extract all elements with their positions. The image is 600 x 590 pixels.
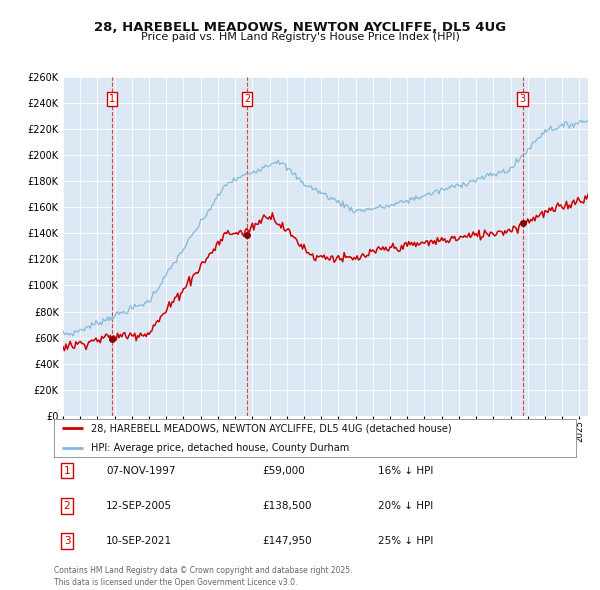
Text: £59,000: £59,000 bbox=[263, 466, 305, 476]
Text: 28, HAREBELL MEADOWS, NEWTON AYCLIFFE, DL5 4UG: 28, HAREBELL MEADOWS, NEWTON AYCLIFFE, D… bbox=[94, 21, 506, 34]
Text: 10-SEP-2021: 10-SEP-2021 bbox=[106, 536, 172, 546]
Text: 3: 3 bbox=[64, 536, 70, 546]
Text: 25% ↓ HPI: 25% ↓ HPI bbox=[377, 536, 433, 546]
Text: 28, HAREBELL MEADOWS, NEWTON AYCLIFFE, DL5 4UG (detached house): 28, HAREBELL MEADOWS, NEWTON AYCLIFFE, D… bbox=[91, 424, 451, 434]
Text: HPI: Average price, detached house, County Durham: HPI: Average price, detached house, Coun… bbox=[91, 442, 349, 453]
Text: 16% ↓ HPI: 16% ↓ HPI bbox=[377, 466, 433, 476]
Text: Contains HM Land Registry data © Crown copyright and database right 2025.
This d: Contains HM Land Registry data © Crown c… bbox=[54, 566, 353, 587]
Text: 2: 2 bbox=[64, 501, 70, 511]
Text: 1: 1 bbox=[109, 94, 115, 104]
Text: 1: 1 bbox=[64, 466, 70, 476]
Text: 07-NOV-1997: 07-NOV-1997 bbox=[106, 466, 176, 476]
Text: 20% ↓ HPI: 20% ↓ HPI bbox=[377, 501, 433, 511]
Text: 12-SEP-2005: 12-SEP-2005 bbox=[106, 501, 172, 511]
Text: 2: 2 bbox=[244, 94, 250, 104]
Text: £138,500: £138,500 bbox=[263, 501, 313, 511]
Text: Price paid vs. HM Land Registry's House Price Index (HPI): Price paid vs. HM Land Registry's House … bbox=[140, 32, 460, 42]
Text: £147,950: £147,950 bbox=[263, 536, 313, 546]
Text: 3: 3 bbox=[520, 94, 526, 104]
